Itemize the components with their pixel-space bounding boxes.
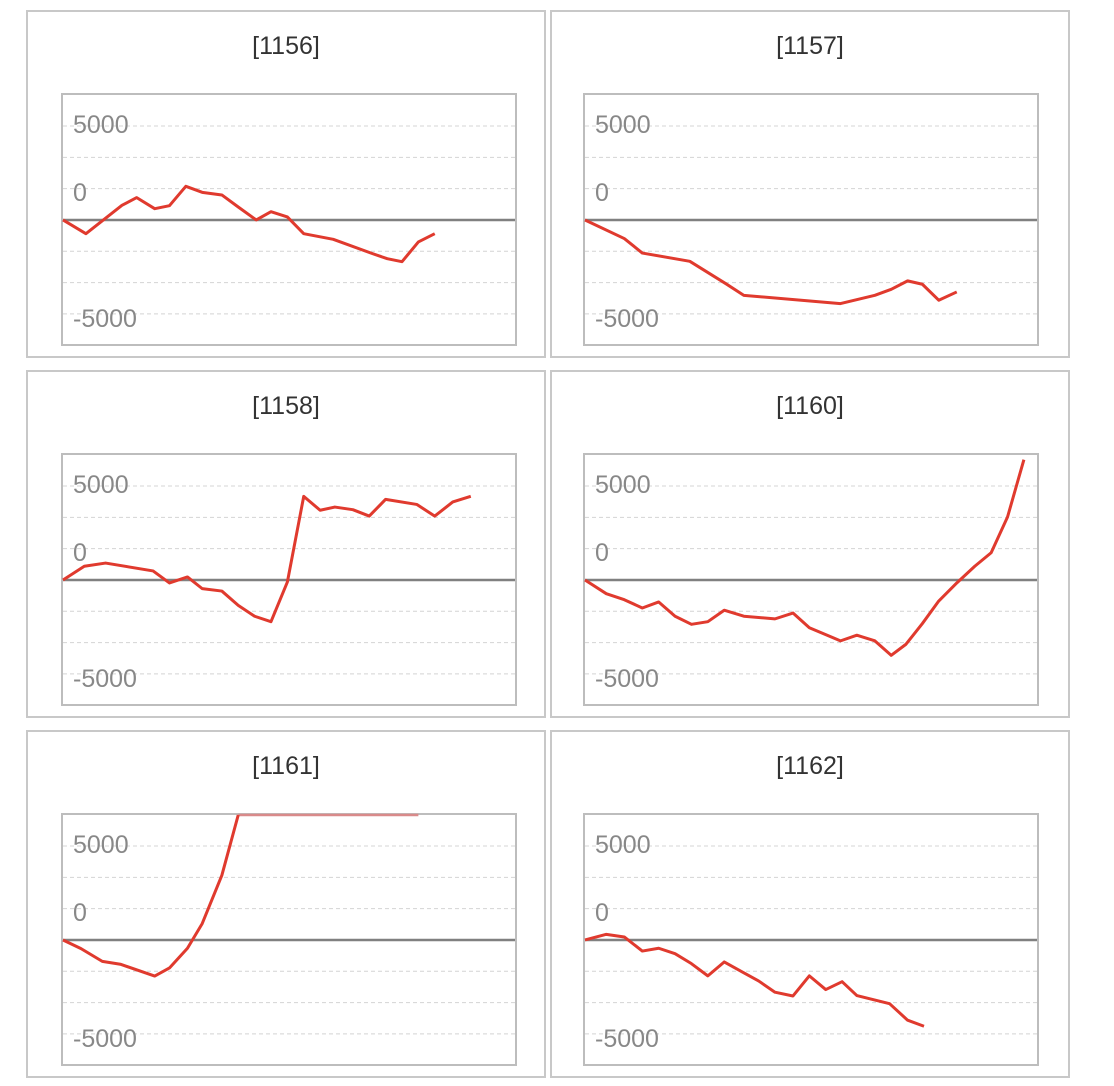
y-tick-label: 0	[595, 179, 609, 207]
plot-area: 5000 0 -5000	[61, 453, 517, 706]
y-tick-label: 5000	[595, 111, 651, 139]
line-chart	[584, 459, 1037, 675]
series-line	[62, 184, 436, 264]
chart-title: [1160]	[776, 392, 844, 420]
line-chart	[62, 125, 515, 315]
plot-area: 5000 0 -5000	[61, 813, 517, 1066]
y-tick-label: 0	[595, 899, 609, 927]
plot-area: 5000 0 -5000	[583, 93, 1039, 346]
y-tick-label: 5000	[595, 471, 651, 499]
chart-panel: [1161] 5000 0 -5000	[26, 730, 546, 1078]
line-chart	[584, 845, 1037, 1035]
chart-title: [1156]	[252, 32, 320, 60]
plot-area: 5000 0 -5000	[61, 93, 517, 346]
line-chart	[62, 813, 515, 1035]
y-tick-label: 5000	[73, 831, 129, 859]
y-tick-label: 5000	[595, 831, 651, 859]
series-line	[584, 932, 925, 1028]
chart-panel: [1157] 5000 0 -5000	[550, 10, 1070, 358]
y-tick-label: 0	[73, 899, 87, 927]
y-tick-label: 5000	[73, 471, 129, 499]
chart-title: [1158]	[252, 392, 320, 420]
line-chart	[584, 125, 1037, 315]
y-tick-label: -5000	[595, 305, 659, 333]
y-tick-label: 5000	[73, 111, 129, 139]
y-tick-label: -5000	[595, 1025, 659, 1053]
y-tick-label: 0	[73, 179, 87, 207]
series-line	[62, 814, 240, 978]
chart-panel: [1158] 5000 0 -5000	[26, 370, 546, 718]
plot-area: 5000 0 -5000	[583, 813, 1039, 1066]
y-tick-label: -5000	[595, 665, 659, 693]
chart-title: [1161]	[252, 752, 320, 780]
series-line	[62, 494, 472, 624]
y-tick-label: 0	[595, 539, 609, 567]
y-tick-label: -5000	[73, 1025, 137, 1053]
y-tick-label: -5000	[73, 305, 137, 333]
chart-panel: [1160] 5000 0 -5000	[550, 370, 1070, 718]
y-tick-label: -5000	[73, 665, 137, 693]
chart-title: [1162]	[776, 752, 844, 780]
chart-panel: [1162] 5000 0 -5000	[550, 730, 1070, 1078]
plot-area: 5000 0 -5000	[583, 453, 1039, 706]
y-tick-label: 0	[73, 539, 87, 567]
series-line	[584, 459, 1026, 657]
series-line	[584, 218, 958, 306]
line-chart	[62, 485, 515, 675]
chart-title: [1157]	[776, 32, 844, 60]
chart-panel: [1156] 5000 0 -5000	[26, 10, 546, 358]
